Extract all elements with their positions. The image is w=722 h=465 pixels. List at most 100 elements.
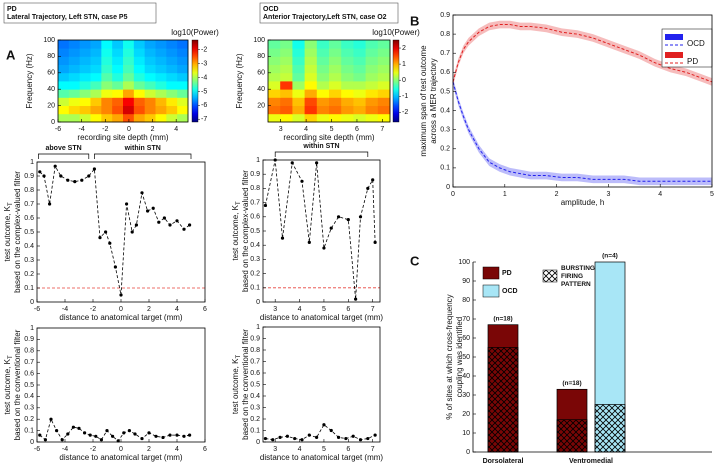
data-point: [133, 432, 137, 436]
heat-cell: [177, 81, 189, 90]
y-axis-label-sub: T: [236, 355, 242, 359]
y-axis-label: based on the conventional filter: [241, 329, 250, 440]
panel-label: B: [410, 13, 419, 28]
legend-label-line: PATTERN: [561, 281, 591, 288]
heat-cell: [90, 72, 102, 82]
heat-cell: [101, 89, 113, 98]
heat-cell: [177, 105, 189, 115]
heat-cell: [155, 40, 167, 49]
heat-cell: [280, 113, 293, 123]
y-axis-label-sub: T: [236, 201, 242, 205]
heat-cell: [280, 105, 293, 115]
heat-cell: [144, 64, 156, 74]
heat-cell: [79, 48, 91, 57]
data-point: [80, 178, 84, 182]
y-tick-label: 0: [256, 299, 260, 306]
x-tick-label: -6: [34, 306, 40, 313]
error-band: [453, 20, 712, 86]
heat-cell: [79, 40, 91, 49]
x-tick-label: -6: [55, 126, 61, 133]
axis-frame: [57, 39, 189, 123]
y-tick-label: 0.2: [440, 146, 450, 153]
data-point: [92, 167, 96, 171]
y-axis-label: Frequency (Hz): [25, 53, 34, 108]
y-tick-label: 90: [462, 278, 470, 285]
y-axis-label-text: % of sites at which cross-frequency: [445, 294, 454, 419]
y-tick-label: 0.9: [440, 12, 450, 19]
x-tick-label-line: Dorsolateral: [483, 458, 524, 465]
heat-cell: [304, 89, 318, 98]
heat-cell: [68, 105, 81, 115]
data-point: [263, 436, 268, 441]
data-point: [373, 433, 377, 437]
heat-cell: [101, 72, 113, 82]
heat-cell: [268, 64, 281, 74]
y-tick-label: 0.8: [250, 185, 260, 192]
heat-cell: [90, 89, 102, 98]
bracket: [38, 153, 90, 159]
chart-subtitle: Lateral Trajectory, Left STN, case P5: [7, 14, 128, 21]
heat-cell: [353, 113, 366, 123]
colorbar-tick-label: 2: [402, 45, 406, 52]
colorbar-label: log10(Power): [171, 28, 219, 37]
heat-cell: [166, 72, 178, 82]
heat-cell: [304, 40, 318, 49]
heat-cell: [101, 81, 113, 90]
heat-cell: [353, 56, 366, 65]
x-tick-label: 6: [203, 306, 207, 313]
x-tick-label: 7: [380, 126, 384, 133]
heat-cell: [292, 56, 305, 65]
y-axis-label-text: test outcome, K: [231, 204, 240, 260]
heat-cell: [292, 89, 305, 98]
data-point: [77, 426, 81, 430]
heat-cell: [58, 113, 70, 123]
heat-cell: [177, 64, 189, 74]
axis-frame: [452, 14, 713, 188]
title-box: [3, 2, 157, 24]
chart-subtitle: Anterior Trajectory,Left STN, case O2: [263, 14, 387, 21]
data-point: [315, 161, 319, 165]
x-axis-label: recording site depth (mm): [77, 133, 168, 142]
heat-cell: [166, 64, 178, 74]
y-tick-label: 10: [462, 430, 470, 437]
heat-cell: [268, 105, 281, 115]
title-box: [259, 2, 399, 24]
data-point: [157, 220, 161, 224]
colorbar: [191, 39, 199, 123]
y-tick-label: 0.5: [250, 228, 260, 235]
heat-cell: [292, 113, 305, 123]
y-tick-label: 0.8: [24, 187, 34, 194]
heat-cell: [90, 81, 102, 90]
series-line: [39, 418, 190, 442]
heat-cell: [144, 72, 156, 82]
data-point: [175, 219, 179, 223]
colorbar-tick-label: -2: [402, 109, 408, 116]
data-point: [122, 431, 126, 435]
heat-cell: [177, 113, 189, 123]
heat-cell: [79, 105, 91, 115]
data-point: [290, 161, 294, 165]
x-tick-label: 2: [555, 191, 559, 198]
heat-cell: [166, 40, 178, 49]
data-point: [38, 170, 42, 174]
x-tick-label: 6: [346, 446, 350, 453]
data-point: [140, 191, 144, 195]
data-point: [83, 431, 87, 435]
y-tick-label: 100: [458, 259, 470, 266]
heat-cell: [365, 81, 379, 90]
heat-cell: [58, 81, 70, 90]
y-tick-label: 0.2: [24, 416, 34, 423]
y-tick-label: 0.5: [24, 382, 34, 389]
heat-cell: [123, 81, 135, 90]
heat-cell: [341, 97, 354, 106]
y-axis-label-text: Frequency (Hz): [235, 53, 244, 108]
y-tick-label: 0.8: [440, 31, 450, 38]
heat-cell: [329, 97, 342, 106]
colorbar: [392, 39, 400, 123]
x-tick-label: VentromedialSTN: [569, 458, 613, 465]
series-line: [39, 164, 190, 296]
data-point: [151, 206, 155, 210]
data-point: [105, 429, 109, 433]
heat-cell: [123, 64, 135, 74]
data-point: [87, 174, 91, 178]
